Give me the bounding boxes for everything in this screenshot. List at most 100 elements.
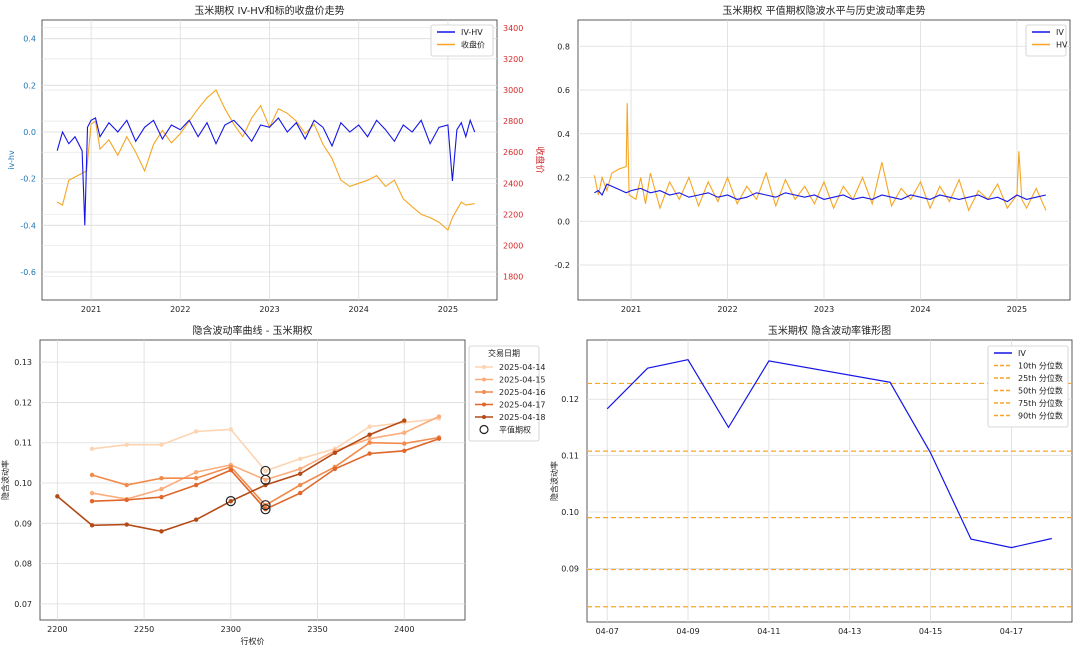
legend-item: 2025-04-14 bbox=[475, 363, 546, 372]
chart-title: 玉米期权 隐含波动率锥形图 bbox=[768, 324, 891, 337]
y-tick-label: 0.07 bbox=[14, 600, 32, 609]
y-tick-label: 0.10 bbox=[561, 508, 579, 517]
chart-title: 隐含波动率曲线 - 玉米期权 bbox=[193, 324, 313, 337]
legend-item: IV bbox=[1032, 28, 1064, 37]
legend-item: IV-HV bbox=[437, 28, 483, 37]
data-point bbox=[228, 427, 234, 432]
atm-marker bbox=[260, 504, 271, 515]
y2-tick-label: 2200 bbox=[503, 210, 523, 219]
legend-label: 50th 分位数 bbox=[1018, 386, 1063, 396]
data-point bbox=[124, 442, 129, 447]
data-point bbox=[124, 522, 129, 527]
data-point bbox=[402, 441, 407, 446]
y-tick-label: 0.09 bbox=[14, 519, 32, 528]
data-point bbox=[89, 490, 95, 496]
data-point bbox=[367, 436, 372, 441]
y-axis-label: iv-hv bbox=[7, 150, 16, 170]
chart-panel-3: 隐含波动率曲线 - 玉米期权 0.07 0.08 0.09 0.10 0.11 0.12 0.… bbox=[0, 324, 546, 646]
legend-item: 平值期权 bbox=[479, 425, 531, 435]
atm-marker bbox=[260, 474, 271, 485]
legend-label: 2025-04-16 bbox=[499, 388, 546, 397]
data-point bbox=[89, 446, 95, 451]
legend-label: IV bbox=[1018, 349, 1026, 358]
x-tick-label: 2250 bbox=[134, 625, 154, 634]
series-line-hv bbox=[593, 103, 1047, 212]
y-tick-label: 0.4 bbox=[557, 130, 570, 139]
legend-marker bbox=[482, 402, 486, 407]
y-axis-label: 隐含波动率 bbox=[0, 460, 10, 500]
y-axis-label: 隐含波动率 bbox=[549, 461, 559, 501]
legend-label: 2025-04-18 bbox=[499, 413, 546, 422]
y-tick-label: 0.0 bbox=[23, 128, 36, 137]
data-point bbox=[228, 467, 234, 473]
data-point bbox=[89, 498, 95, 504]
legend-item: 2025-04-16 bbox=[475, 388, 546, 397]
chart-title: 玉米期权 IV-HV和标的收盘价走势 bbox=[194, 4, 344, 17]
plot-frame bbox=[39, 339, 466, 621]
data-point bbox=[159, 442, 164, 447]
y-tick-label: 0.11 bbox=[561, 452, 579, 461]
series-line-iv bbox=[606, 359, 1052, 549]
legend-item: 收盘价 bbox=[437, 40, 485, 50]
y2-tick-label: 2000 bbox=[503, 242, 523, 251]
x-tick-label: 2021 bbox=[81, 305, 101, 314]
y-tick-label: 0.09 bbox=[561, 564, 579, 573]
atm-marker bbox=[260, 500, 271, 511]
y-tick-label: -0.6 bbox=[20, 268, 36, 277]
y-tick-label: 0.11 bbox=[14, 439, 32, 448]
y-tick-label: -0.4 bbox=[20, 221, 36, 230]
data-point bbox=[124, 482, 129, 488]
y2-tick-label: 2400 bbox=[503, 179, 523, 188]
data-point bbox=[367, 440, 372, 445]
x-tick-label: 2025 bbox=[1007, 305, 1027, 314]
legend-item: 90th 分位数 bbox=[994, 411, 1063, 421]
data-point bbox=[89, 472, 95, 478]
y-tick-label: 0.4 bbox=[23, 35, 36, 44]
series-line-close-price bbox=[56, 89, 475, 231]
data-point bbox=[193, 429, 199, 434]
data-point bbox=[402, 430, 407, 435]
data-point bbox=[367, 451, 372, 456]
data-point bbox=[159, 486, 164, 492]
legend-marker bbox=[482, 415, 486, 419]
x-tick-label: 2350 bbox=[307, 625, 327, 634]
y-tick-label: 0.08 bbox=[14, 560, 32, 569]
chart-panel-2: 玉米期权 平值期权隐波水平与历史波动率走势 -0.2 0.0 0.2 0.4 0.6 0.8… bbox=[554, 4, 1071, 314]
data-point bbox=[367, 424, 372, 429]
y-tick-label: 0.10 bbox=[14, 479, 32, 488]
data-point bbox=[193, 482, 199, 488]
series-line-iv bbox=[594, 183, 1047, 203]
data-point bbox=[402, 448, 407, 453]
x-tick-label: 2300 bbox=[221, 625, 241, 634]
legend-marker bbox=[482, 365, 486, 369]
data-point bbox=[193, 517, 199, 522]
data-point bbox=[298, 490, 303, 496]
legend-item: 25th 分位数 bbox=[994, 373, 1063, 383]
data-point bbox=[298, 482, 303, 488]
y-tick-label: 0.6 bbox=[557, 86, 570, 95]
legend-label: IV-HV bbox=[461, 28, 483, 37]
data-point bbox=[263, 468, 268, 474]
y-tick-label: -0.2 bbox=[20, 175, 36, 184]
legend-label: HV bbox=[1056, 41, 1068, 50]
data-point bbox=[367, 432, 372, 437]
legend-item: HV bbox=[1032, 41, 1068, 50]
legend-item: IV bbox=[994, 349, 1026, 358]
legend-label: 90th 分位数 bbox=[1018, 411, 1063, 421]
data-point bbox=[159, 475, 164, 481]
legend-marker bbox=[482, 377, 486, 382]
x-tick-label: 04-17 bbox=[1000, 627, 1023, 636]
x-tick-label: 2022 bbox=[170, 305, 190, 314]
x-tick-label: 2023 bbox=[814, 305, 834, 314]
data-point bbox=[332, 466, 338, 472]
x-tick-label: 2025 bbox=[438, 305, 458, 314]
y2-tick-label: 3400 bbox=[503, 24, 523, 33]
legend-label: 25th 分位数 bbox=[1018, 373, 1063, 383]
data-point bbox=[263, 477, 268, 482]
x-tick-label: 04-15 bbox=[919, 627, 942, 636]
data-point bbox=[89, 523, 95, 528]
legend-item: 50th 分位数 bbox=[994, 386, 1063, 396]
legend-label: 10th 分位数 bbox=[1018, 361, 1063, 371]
chart-panel-1: 玉米期权 IV-HV和标的收盘价走势 -0.6 -0.4 -0.2 0.0 0.2 0.4 1… bbox=[7, 4, 546, 314]
data-point bbox=[159, 494, 164, 500]
